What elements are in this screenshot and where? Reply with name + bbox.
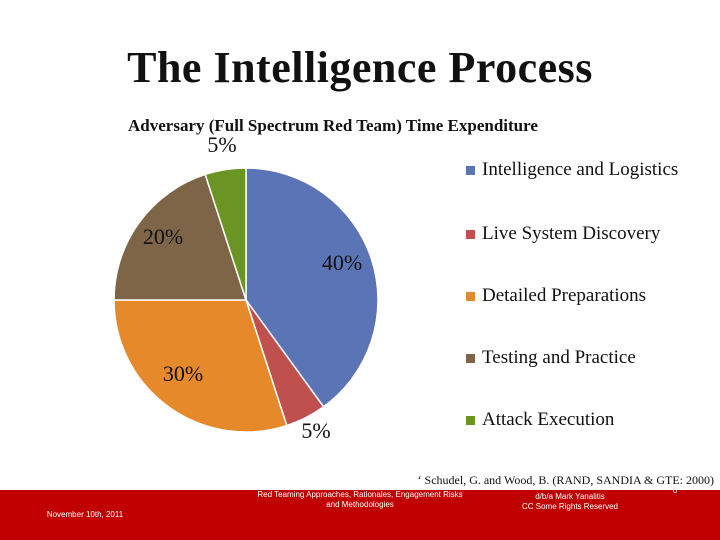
legend-label: Testing and Practice — [482, 347, 636, 368]
footer-author: d/b/a Mark Yanalitis CC Some Rights Rese… — [505, 490, 635, 512]
pie-slice-attack — [204, 167, 247, 301]
slide-title: The Intelligence Process — [127, 43, 593, 92]
footer-topic-line1: Red Teaming Approaches, Rationales, Enga… — [257, 490, 463, 499]
data-label-preparations: 30% — [163, 361, 203, 386]
pie-chart: 40% 5% 30% 20% 5% — [113, 132, 379, 443]
data-label-testing: 20% — [143, 224, 183, 249]
legend-swatch — [466, 292, 475, 301]
footer-author-line1: d/b/a Mark Yanalitis — [535, 492, 605, 501]
source-citation: ‘ Schudel, G. and Wood, B. (RAND, SANDIA… — [417, 473, 714, 487]
footer-topic-line2: and Methodologies — [326, 500, 394, 509]
footer-topic: Red Teaming Approaches, Rationales, Enga… — [250, 490, 470, 510]
pie-slice-testing — [113, 173, 248, 301]
legend-swatch — [466, 230, 475, 239]
legend-label: Live System Discovery — [482, 223, 661, 244]
legend-label: Detailed Preparations — [482, 285, 647, 306]
pie-slice-preparations — [113, 299, 288, 433]
data-label-discovery: 5% — [301, 418, 330, 443]
legend-swatch — [466, 354, 475, 363]
pie-slice-intelligence — [245, 167, 379, 408]
legend-swatch — [466, 416, 475, 425]
legend-label: Attack Execution — [482, 409, 615, 430]
footer-author-line2: CC Some Rights Reserved — [521, 502, 619, 511]
footer-page-number: 6 — [672, 486, 678, 495]
data-label-intelligence: 40% — [322, 250, 362, 275]
footer-date: November 10th, 2011 — [46, 510, 124, 519]
chart-title: Adversary (Full Spectrum Red Team) Time … — [128, 116, 538, 135]
footer-bar: November 10th, 2011 Red Teaming Approach… — [0, 486, 720, 540]
data-label-attack: 5% — [207, 132, 236, 157]
legend-swatch — [466, 166, 475, 175]
legend-label: Intelligence and Logistics — [482, 159, 679, 180]
